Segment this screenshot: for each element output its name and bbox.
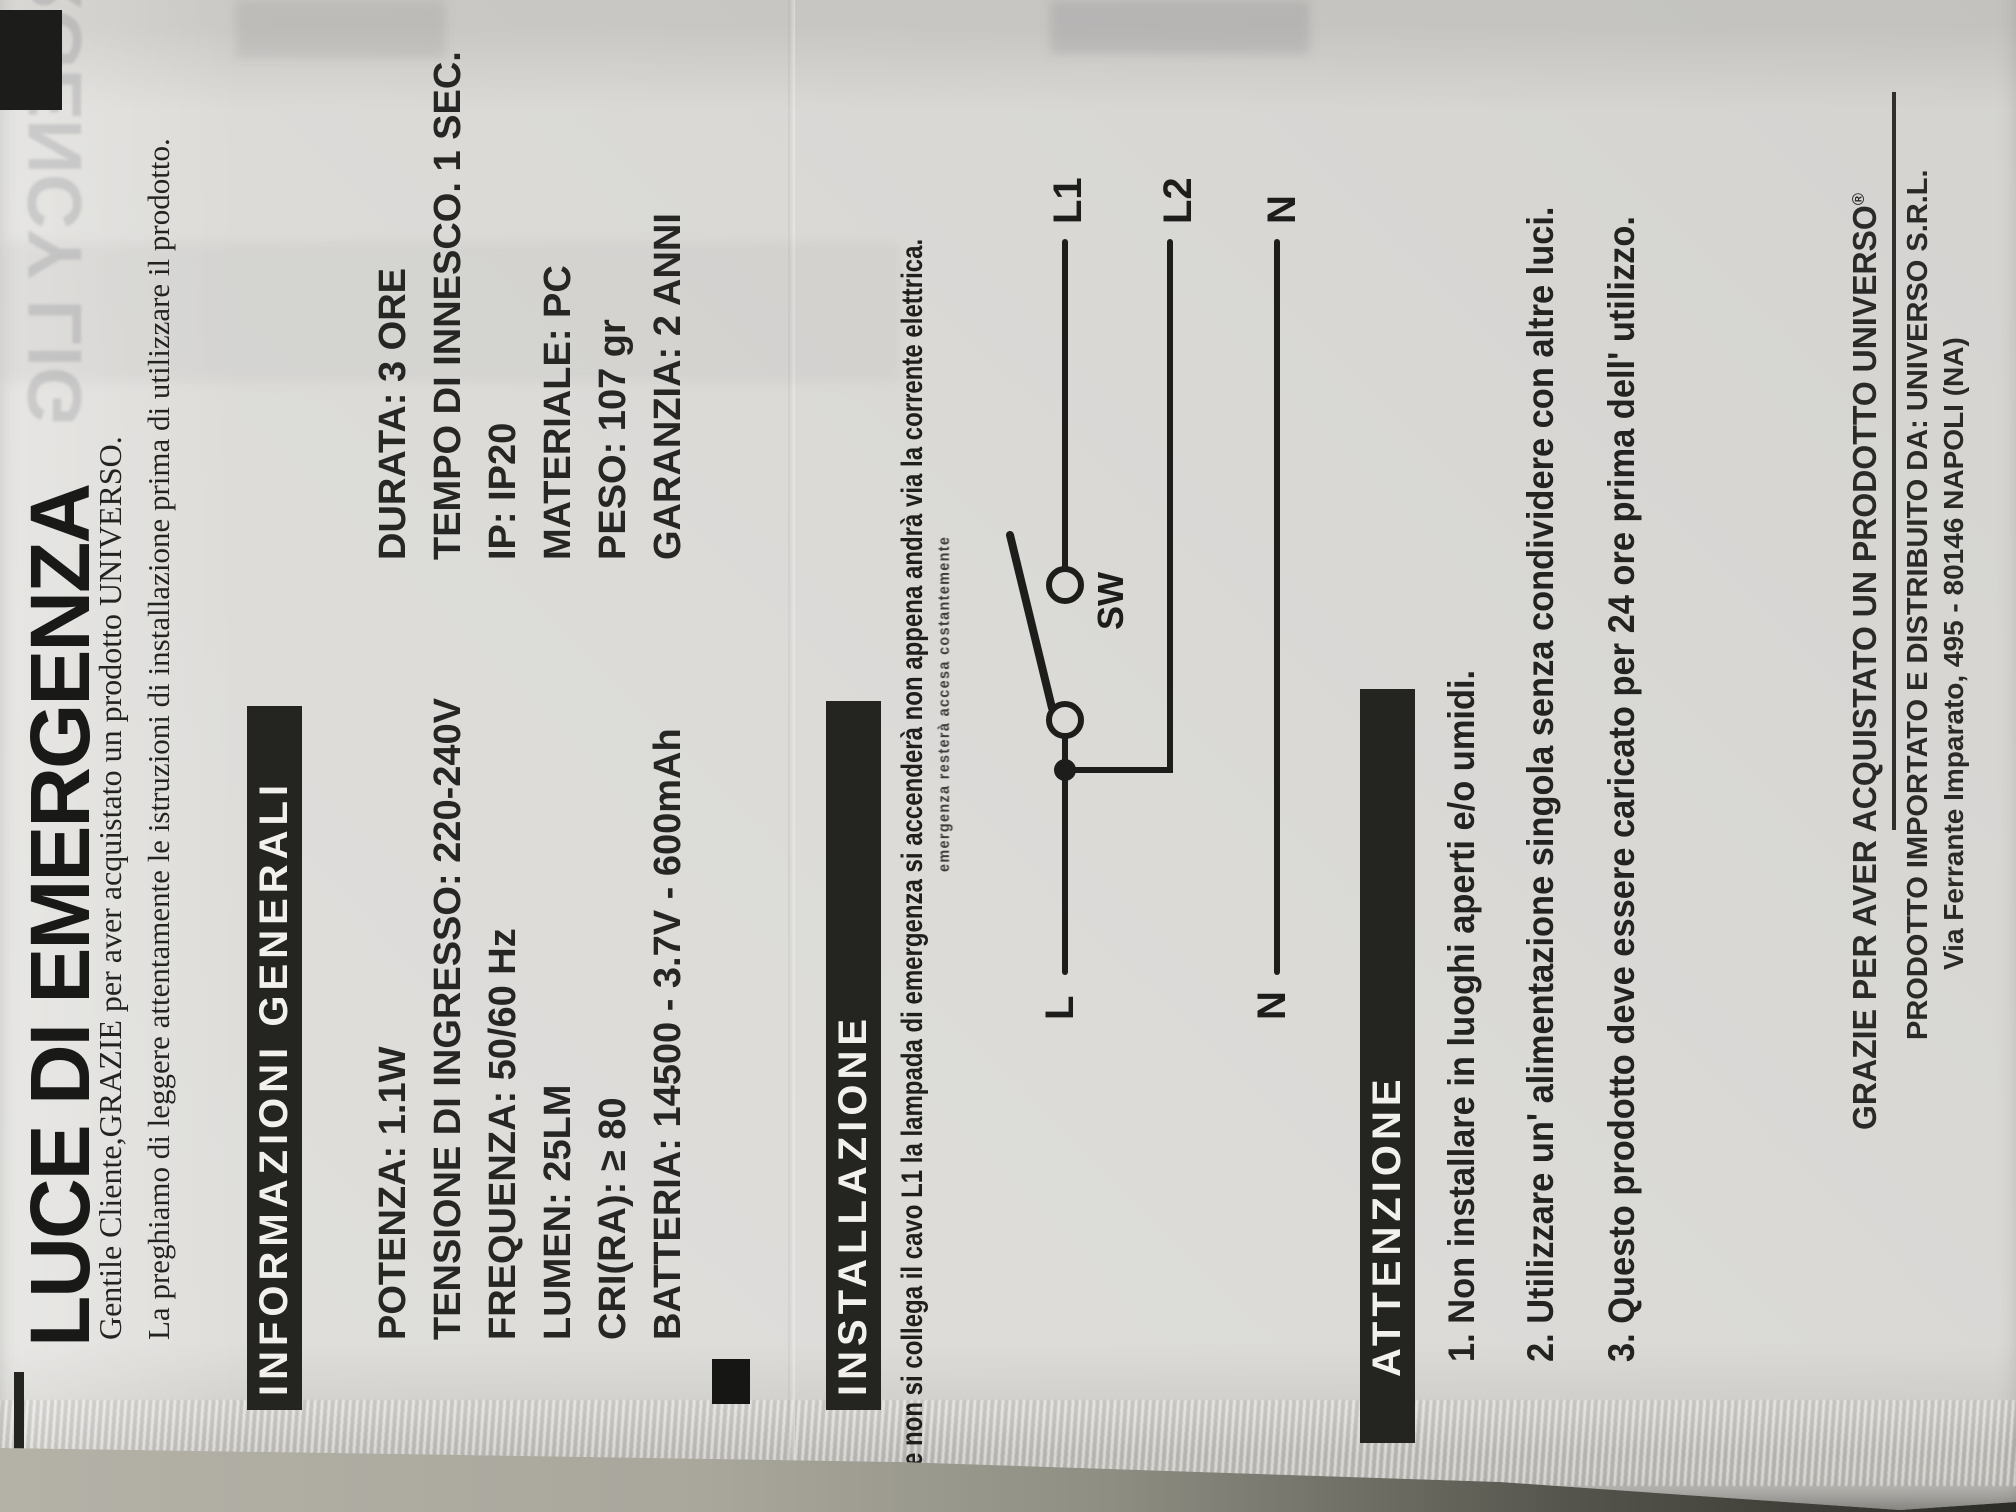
junction-dot [1054, 759, 1076, 781]
spec-potenza: POTENZA: 1.1W [372, 1046, 414, 1340]
wiring-diagram [980, 212, 1310, 1032]
registered-mark: ® [1849, 193, 1868, 206]
fold-mark-dash [14, 1372, 24, 1450]
attention-item-1: 1. Non installare in luoghi aperti e/o u… [1441, 669, 1482, 1362]
spec-durata: DURATA: 3 ORE [372, 267, 414, 560]
fold-mark-rect [712, 1359, 750, 1404]
backprint-smudge [1050, 0, 1310, 54]
spec-peso: PESO: 107 gr [592, 319, 634, 560]
intro-line-1: Gentile Cliente,GRAZIE per aver acquista… [92, 436, 128, 1340]
attention-item-3: 3. Questo prodotto deve essere caricato … [1601, 216, 1642, 1362]
spec-innesco: TEMPO DI INNESCO. 1 SEC. [427, 51, 469, 560]
diagram-label-n-right: N [1260, 195, 1304, 224]
spec-list-left: POTENZA: 1.1W TENSIONE DI INGRESSO: 220-… [366, 698, 696, 1340]
installation-note: Se non si collega il cavo L1 la lampada … [896, 238, 929, 1482]
spec-cri: CRI(RA): ≥ 80 [592, 1097, 634, 1340]
spec-ip: IP: IP20 [482, 422, 524, 560]
switch-blade [1010, 535, 1052, 708]
spec-frequenza: FREQUENZA: 50/60 Hz [482, 928, 524, 1340]
paper-crease [788, 0, 795, 1512]
installation-note-overprint: emergenza resterà accesa costantemente [936, 535, 953, 872]
footer-thanks-text: GRAZIE PER AVER ACQUISTATO UN PRODOTTO U… [1846, 205, 1883, 1130]
spec-list-right: DURATA: 3 ORE TEMPO DI INNESCO. 1 SEC. I… [366, 51, 696, 560]
switch-terminal-left [1049, 704, 1081, 736]
footer-thanks-line: GRAZIE PER AVER ACQUISTATO UN PRODOTTO U… [1846, 193, 1884, 1130]
footer-rule [1892, 92, 1896, 830]
diagram-label-l2: L2 [1156, 177, 1200, 224]
spec-tensione: TENSIONE DI INGRESSO: 220-240V [427, 698, 469, 1340]
spec-batteria: BATTERIA: 14500 - 3.7V - 600mAh [647, 728, 689, 1340]
corner-black-square [0, 10, 62, 110]
diagram-label-l: L [1038, 995, 1082, 1020]
spec-garanzia: GARANZIA: 2 ANNI [647, 213, 689, 560]
diagram-label-l1: L1 [1046, 177, 1090, 224]
section-heading-installation: INSTALLAZIONE [826, 701, 881, 1410]
spec-materiale: MATERIALE: PC [537, 265, 579, 560]
footer-distributor: PRODOTTO IMPORTATO E DISTRIBUITO DA: UNI… [1902, 169, 1934, 1040]
section-heading-general-info: INFORMAZIONI GENERALI [247, 706, 302, 1410]
switch-terminal-right [1049, 569, 1081, 601]
spec-lumen: LUMEN: 25LM [537, 1084, 579, 1340]
attention-item-2: 2. Utilizzare un' alimentazione singola … [1520, 206, 1561, 1362]
diagram-label-sw: SW [1090, 572, 1131, 630]
section-heading-attention: ATTENZIONE [1360, 689, 1415, 1443]
diagram-label-n-left: N [1250, 991, 1294, 1020]
intro-line-2: La preghiamo di leggere attentamente le … [141, 138, 176, 1340]
wire-branch-to-l2 [1065, 242, 1170, 770]
footer-address: Via Ferrante Imparato, 495 - 80146 NAPOL… [1938, 337, 1969, 970]
paper-rough-edge [0, 1400, 2016, 1486]
backprint-smudge [236, 0, 446, 58]
